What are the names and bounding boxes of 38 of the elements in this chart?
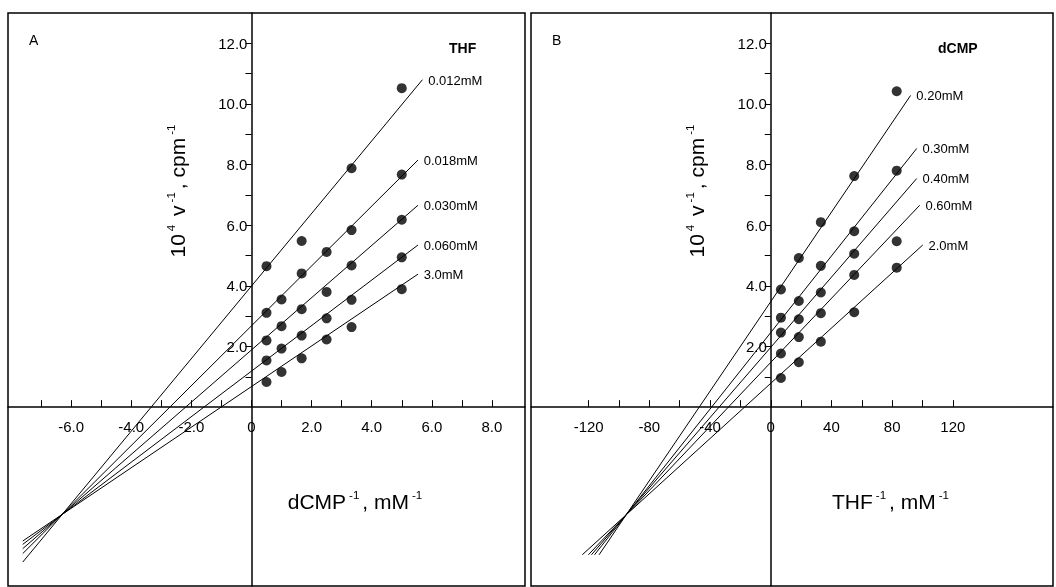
legend-title: THF — [449, 40, 477, 56]
y-axis-title: 104 v-1, cpm-1 — [684, 124, 708, 258]
x-tick-label: 4.0 — [361, 418, 383, 436]
legend-title: dCMP — [938, 40, 978, 56]
x-tick-label: -120 — [573, 418, 604, 436]
x-tick-label: 6.0 — [421, 418, 443, 436]
x-tick-label: 40 — [823, 418, 840, 436]
x-tick-label: 2.0 — [301, 418, 323, 436]
y-tick-label: 2.0 — [745, 337, 767, 355]
series-label: 0.030mM — [423, 198, 478, 214]
y-tick-label: 4.0 — [226, 277, 248, 295]
y-tick-label: 12.0 — [737, 34, 767, 52]
x-tick-label: 80 — [883, 418, 901, 436]
y-axis-title: 104 v-1, cpm-1 — [164, 124, 189, 258]
y-tick-label: 6.0 — [226, 216, 248, 234]
x-tick-label: 120 — [940, 418, 966, 436]
series-label: 2.0mM — [928, 237, 969, 253]
y-tick-label: 2.0 — [226, 337, 248, 355]
text: B — [552, 32, 562, 48]
y-tick-label: 8.0 — [745, 156, 767, 174]
y-tick-label: 8.0 — [226, 156, 248, 174]
y-tick-label: 4.0 — [745, 277, 767, 295]
x-tick-label: -6.0 — [58, 418, 85, 436]
y-tick-label: 12.0 — [218, 34, 248, 52]
series-label: 0.018mM — [423, 152, 478, 168]
x-tick-label: -80 — [638, 418, 661, 436]
series-label: 0.20mM — [916, 88, 964, 104]
series-label: 0.40mM — [922, 171, 970, 187]
series-label: 0.012mM — [428, 72, 483, 88]
y-tick-label: 10.0 — [737, 95, 767, 113]
text: A — [29, 32, 39, 48]
y-tick-label: 6.0 — [745, 216, 767, 234]
x-tick-label: 8.0 — [481, 418, 503, 436]
y-tick-label: 10.0 — [218, 95, 248, 113]
series-label: 0.30mM — [922, 141, 970, 157]
series-label: 0.60mM — [925, 198, 973, 214]
series-label: 0.060mM — [423, 237, 478, 253]
series-label: 3.0mM — [423, 266, 464, 282]
